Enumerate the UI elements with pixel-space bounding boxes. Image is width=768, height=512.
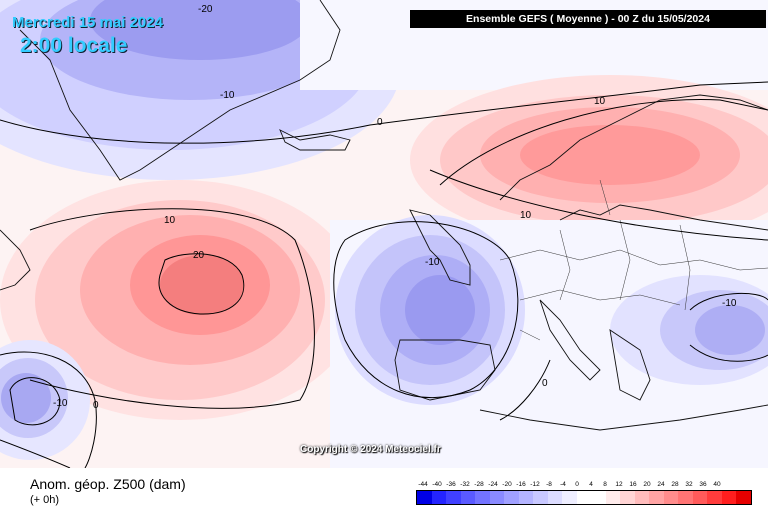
scale-tick-label: -20 (502, 481, 512, 488)
scale-swatch (518, 491, 534, 504)
scale-swatch (634, 491, 650, 504)
eastern-low-anomaly (610, 275, 768, 385)
scale-swatch (417, 491, 432, 504)
contour-label: 0 (542, 378, 548, 389)
scale-swatch (547, 491, 563, 504)
scale-swatch (649, 491, 664, 504)
contour-label: -10 (53, 398, 68, 409)
scale-swatch (678, 491, 693, 504)
scale-swatch (736, 491, 751, 504)
scale-swatch (446, 491, 461, 504)
scale-tick-label: -16 (516, 481, 526, 488)
scale-tick-label: -12 (530, 481, 540, 488)
scale-tick-label: 4 (589, 481, 593, 488)
legend-subtitle: (+ 0h) (30, 494, 60, 506)
scale-swatch (605, 491, 621, 504)
scale-tick-label: 24 (657, 481, 665, 488)
contour-label: 0 (377, 117, 383, 128)
scale-swatch (721, 491, 737, 504)
contour-label: 20 (193, 250, 205, 261)
scale-swatch (431, 491, 447, 504)
scale-tick-label: 16 (629, 481, 637, 488)
scale-tick-label: 40 (713, 481, 721, 488)
contour-label: -10 (220, 90, 235, 101)
scale-tick-label: -40 (432, 481, 442, 488)
scale-swatches (416, 490, 752, 505)
greenland-low-anomaly (0, 0, 400, 180)
scale-swatch (692, 491, 708, 504)
scale-swatch (663, 491, 679, 504)
scale-tick-label: -4 (560, 481, 566, 488)
copyright-label: Copyright © 2024 Meteociel.fr (300, 444, 441, 455)
anomaly-map: -20 -10 0 10 20 10 -10 10 0 -10 -10 0 (0, 0, 768, 468)
scale-tick-label: 32 (685, 481, 693, 488)
contour-lines (0, 81, 768, 468)
color-scale: -44 -40 -36 -32 -28 -24 -20 -16 -12 -8 -4 0 4 8 12 16 20… (416, 480, 752, 505)
contour-label: 10 (594, 96, 606, 107)
scale-ticks: -44 -40 -36 -32 -28 -24 -20 -16 -12 -8 -4 0 4 8 12 16 20… (416, 480, 752, 490)
contour-labels: -20 -10 0 10 20 10 -10 10 0 -10 -10 0 (53, 4, 737, 411)
scale-tick-label: -32 (460, 481, 470, 488)
date-label: Mercredi 15 mai 2024 (12, 14, 163, 31)
scale-tick-label: 12 (615, 481, 623, 488)
scale-swatch (489, 491, 505, 504)
scale-tick-label: 36 (699, 481, 707, 488)
scale-swatch (707, 491, 722, 504)
coastlines (0, 0, 768, 431)
contour-label: -10 (425, 257, 440, 268)
contour-label: 0 (93, 400, 99, 411)
scale-swatch (620, 491, 635, 504)
scale-swatch (591, 491, 606, 504)
scale-tick-label: -28 (474, 481, 484, 488)
scale-tick-label: -8 (546, 481, 552, 488)
borders (499, 179, 768, 341)
scale-tick-label: 0 (575, 481, 579, 488)
scale-tick-label: 28 (671, 481, 679, 488)
scale-tick-label: -44 (418, 481, 428, 488)
scale-tick-label: -24 (488, 481, 498, 488)
scale-tick-label: 8 (603, 481, 607, 488)
contour-label: 10 (164, 215, 176, 226)
contour-label: 10 (520, 210, 532, 221)
model-run-banner: Ensemble GEFS ( Moyenne ) - 00 Z du 15/0… (410, 10, 766, 28)
scale-swatch (475, 491, 490, 504)
legend-title: Anom. géop. Z500 (dam) (30, 476, 186, 492)
scale-swatch (562, 491, 577, 504)
legend-panel: Anom. géop. Z500 (dam) (+ 0h) -44 -40 -36-… (0, 468, 768, 512)
scandinavia-high-anomaly (410, 75, 768, 245)
contour-label: -10 (722, 298, 737, 309)
contour-label: -20 (198, 4, 213, 15)
scale-tick-label: 20 (643, 481, 651, 488)
scale-swatch (460, 491, 476, 504)
scale-swatch (576, 491, 592, 504)
local-time-label: 2:00 locale (20, 34, 128, 57)
scale-tick-label: -36 (446, 481, 456, 488)
scale-swatch (533, 491, 548, 504)
scale-swatch (504, 491, 519, 504)
